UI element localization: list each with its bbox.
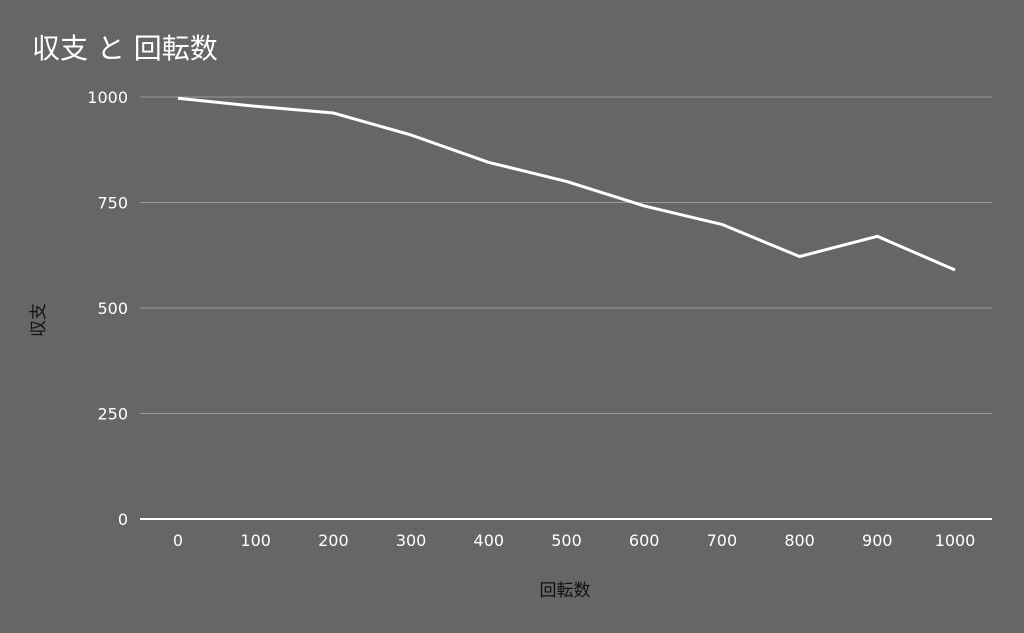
x-tick-label: 300 (396, 531, 427, 550)
x-tick-label: 700 (707, 531, 738, 550)
y-axis-ticks: 0 250 500 750 1000 (87, 88, 128, 529)
x-tick-label: 500 (551, 531, 582, 550)
y-tick-label: 0 (118, 510, 128, 529)
x-axis-ticks: 0 100 200 300 400 500 600 700 800 900 1000 (173, 531, 975, 550)
y-tick-label: 750 (97, 194, 128, 213)
x-tick-label: 600 (629, 531, 660, 550)
x-tick-label: 400 (474, 531, 505, 550)
x-tick-label: 0 (173, 531, 183, 550)
y-axis-label: 収支 (29, 303, 49, 337)
series-line (177, 96, 956, 272)
x-tick-label: 800 (784, 531, 815, 550)
x-tick-label: 200 (318, 531, 349, 550)
x-axis-label: 回転数 (540, 581, 591, 601)
x-tick-label: 1000 (935, 531, 976, 550)
x-tick-label: 900 (862, 531, 893, 550)
y-tick-label: 250 (97, 405, 128, 424)
y-tick-label: 500 (97, 299, 128, 318)
y-tick-label: 1000 (87, 88, 128, 107)
gridlines (140, 96, 992, 414)
chart-title: 収支 と 回転数 (32, 32, 218, 65)
x-tick-label: 100 (240, 531, 271, 550)
